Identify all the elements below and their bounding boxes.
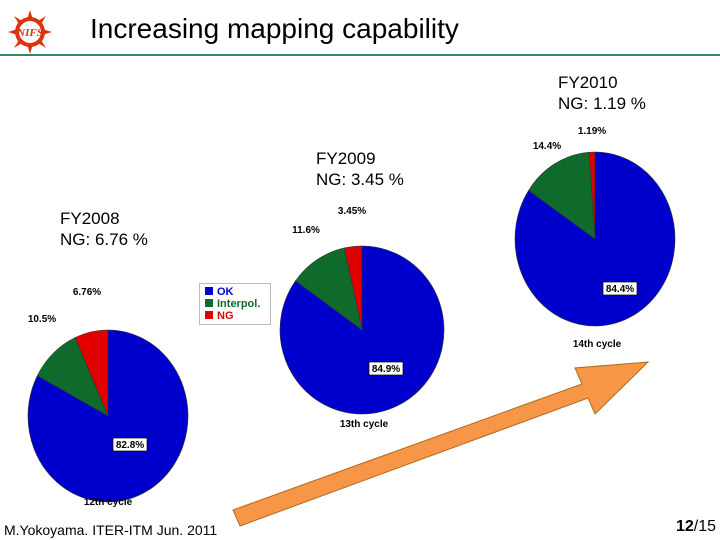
legend-swatch-interpol bbox=[205, 299, 213, 307]
data-label-ng: 3.45% bbox=[338, 206, 366, 217]
cycle-title: 14th cycle bbox=[573, 339, 622, 350]
data-label-interpol: 11.6% bbox=[292, 225, 320, 236]
data-label-box bbox=[602, 281, 638, 296]
legend-label-ok: OK bbox=[217, 286, 234, 298]
page-number: 12/15 bbox=[676, 518, 716, 536]
data-label-ok: 84.4% bbox=[606, 284, 634, 295]
fy2008-year: FY2008 bbox=[60, 209, 120, 228]
page-current: 12 bbox=[676, 518, 694, 535]
data-label-interpol: 14.4% bbox=[533, 141, 561, 152]
fy2009-ng: NG: 3.45 % bbox=[316, 170, 404, 189]
pie-chart-3: 84.4% 14.4% 1.19% 14th cycle bbox=[514, 126, 676, 350]
data-label-interpol: 10.5% bbox=[28, 314, 56, 325]
legend-swatch-ok bbox=[205, 287, 213, 295]
pie-chart-1: 82.8% 10.5% 6.76% 12th cycle bbox=[27, 287, 189, 508]
fy2010-ng: NG: 1.19 % bbox=[558, 94, 646, 113]
data-label-ok: 82.8% bbox=[116, 440, 144, 451]
fy2008-caption: FY2008 NG: 6.76 % bbox=[60, 208, 148, 250]
progress-arrow bbox=[232, 361, 650, 527]
logo-text: NIFS bbox=[16, 27, 43, 39]
slide-title: Increasing mapping capability bbox=[90, 13, 459, 44]
data-label-box bbox=[112, 437, 148, 452]
legend-item-ok: OK bbox=[205, 287, 234, 298]
pie-slice-ok bbox=[27, 329, 189, 503]
legend-item-ng: NG bbox=[205, 311, 234, 322]
data-label-ok: 84.9% bbox=[372, 364, 400, 375]
title-divider bbox=[0, 54, 720, 56]
legend-swatch-ng bbox=[205, 311, 213, 319]
legend-label-ng: NG bbox=[217, 310, 234, 322]
pie-chart-2: 84.9% 11.6% 3.45% 13th cycle bbox=[279, 206, 445, 430]
cycle-title: 13th cycle bbox=[340, 419, 389, 430]
chart-legend: OK Interpol. NG bbox=[199, 283, 271, 325]
page-total: /15 bbox=[693, 518, 717, 535]
cycle-title: 12th cycle bbox=[84, 497, 133, 508]
fy2008-ng: NG: 6.76 % bbox=[60, 230, 148, 249]
fy2009-caption: FY2009 NG: 3.45 % bbox=[316, 148, 404, 190]
pie-slice-interpol bbox=[528, 151, 596, 240]
fy2010-caption: FY2010 NG: 1.19 % bbox=[558, 72, 646, 114]
data-label-ng: 1.19% bbox=[578, 126, 606, 137]
nifs-logo: NIFS bbox=[8, 10, 52, 54]
legend-item-interpol: Interpol. bbox=[205, 299, 260, 310]
fy2010-year: FY2010 bbox=[558, 73, 618, 92]
data-label-box bbox=[368, 361, 404, 376]
legend-label-interpol: Interpol. bbox=[217, 298, 261, 310]
footer-credit: M.Yokoyama. ITER-ITM Jun. 2011 bbox=[4, 522, 218, 538]
fy2009-year: FY2009 bbox=[316, 149, 376, 168]
pie-slice-interpol bbox=[295, 247, 363, 331]
data-label-ng: 6.76% bbox=[73, 287, 101, 298]
